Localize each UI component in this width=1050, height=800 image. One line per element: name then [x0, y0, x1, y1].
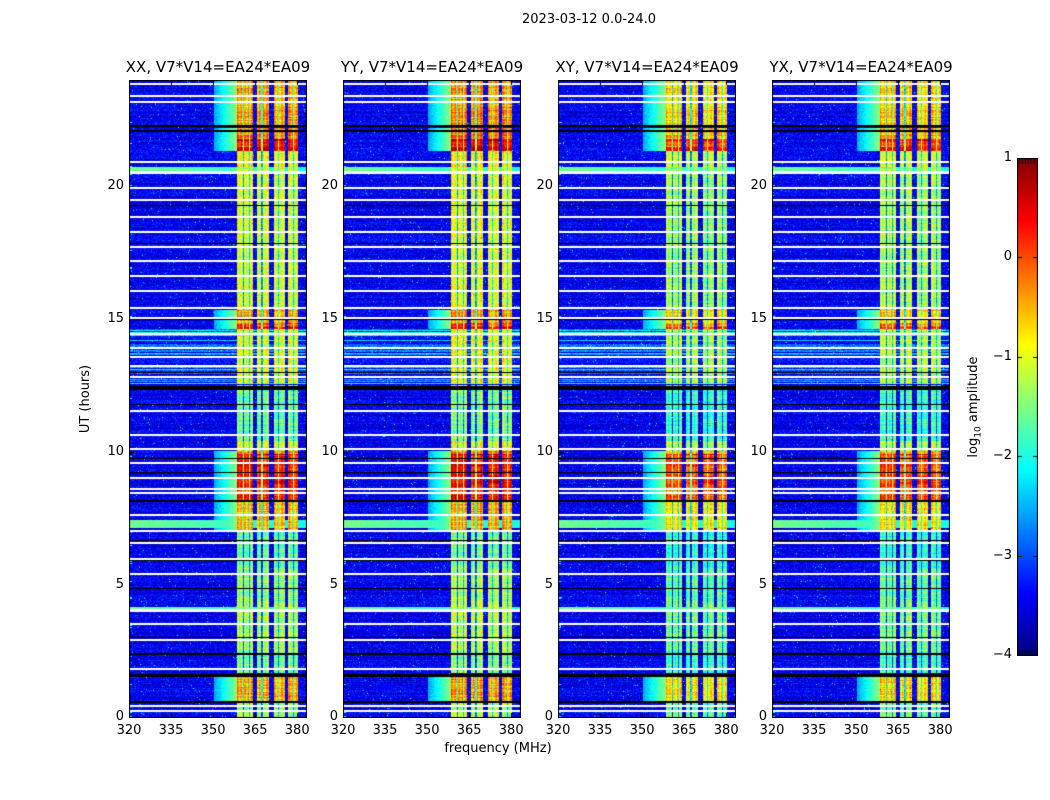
y-tick-label: 0 — [758, 709, 767, 724]
y-tick-label: 5 — [758, 577, 767, 593]
panel-title-xx: XX, V7*V14=EA24*EA09 — [125, 58, 311, 76]
y-tick-label: 10 — [321, 444, 338, 460]
x-tick-label: 320 — [759, 723, 785, 738]
x-tick-label: 335 — [801, 723, 827, 738]
panel-title-yy: YY, V7*V14=EA24*EA09 — [340, 58, 524, 76]
y-tick-label: 20 — [107, 178, 124, 194]
y-tick-label: 20 — [750, 178, 767, 194]
y-tick-label: 20 — [536, 178, 553, 194]
x-tick-label: 320 — [330, 723, 356, 738]
x-tick-label: 380 — [713, 723, 739, 738]
panel-title-xy: XY, V7*V14=EA24*EA09 — [555, 58, 739, 76]
spectrogram-canvas-yy — [343, 80, 521, 718]
y-tick-label: 0 — [544, 709, 553, 724]
y-tick-label: 15 — [107, 311, 124, 327]
x-tick-label: 335 — [372, 723, 398, 738]
x-tick-label: 350 — [629, 723, 655, 738]
y-axis-label: UT (hours) — [78, 364, 93, 434]
spectrogram-canvas-xx — [129, 80, 307, 718]
y-tick-label: 5 — [329, 577, 338, 593]
y-tick-label: 10 — [536, 444, 553, 460]
x-tick-label: 320 — [545, 723, 571, 738]
y-tick-label: 10 — [750, 444, 767, 460]
x-tick-label: 380 — [498, 723, 524, 738]
x-tick-label: 350 — [843, 723, 869, 738]
spectrogram-canvas-yx — [772, 80, 950, 718]
spectrogram-canvas-xy — [558, 80, 736, 718]
y-tick-label: 15 — [536, 311, 553, 327]
y-tick-label: 15 — [321, 311, 338, 327]
x-tick-label: 365 — [456, 723, 482, 738]
y-tick-label: 10 — [107, 444, 124, 460]
y-tick-label: 5 — [115, 577, 124, 593]
x-tick-label: 320 — [116, 723, 142, 738]
x-tick-label: 380 — [284, 723, 310, 738]
y-tick-label: 20 — [321, 178, 338, 194]
panel-title-yx: YX, V7*V14=EA24*EA09 — [769, 58, 953, 76]
y-tick-label: 15 — [750, 311, 767, 327]
x-axis-label: frequency (MHz) — [444, 741, 552, 756]
x-tick-label: 380 — [927, 723, 953, 738]
y-tick-label: 5 — [544, 577, 553, 593]
x-tick-label: 335 — [158, 723, 184, 738]
x-tick-label: 350 — [414, 723, 440, 738]
x-tick-label: 335 — [587, 723, 613, 738]
figure-title: 2023-03-12 0.0-24.0 — [522, 12, 656, 27]
x-tick-label: 365 — [242, 723, 268, 738]
x-tick-label: 365 — [671, 723, 697, 738]
x-tick-label: 350 — [200, 723, 226, 738]
x-tick-label: 365 — [885, 723, 911, 738]
y-tick-label: 0 — [115, 709, 124, 724]
y-tick-label: 0 — [329, 709, 338, 724]
